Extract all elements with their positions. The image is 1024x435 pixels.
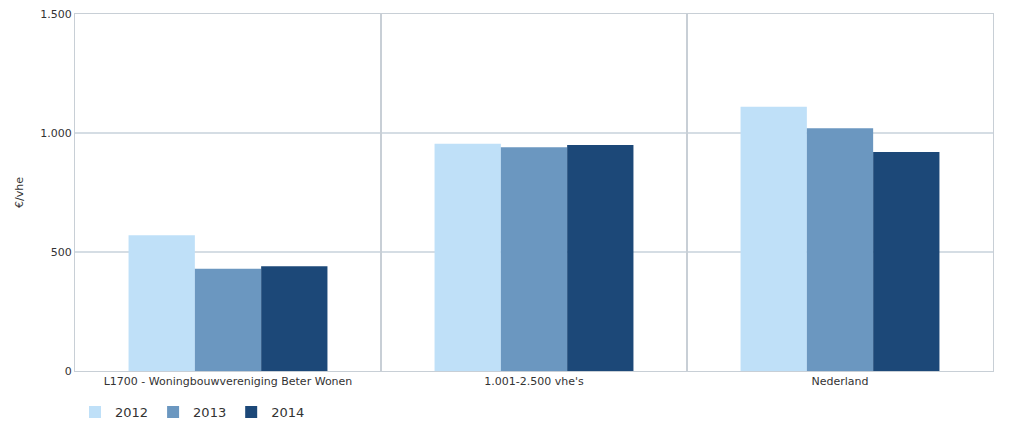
svg-text:1.001-2.500 vhe's: 1.001-2.500 vhe's — [484, 375, 584, 388]
svg-text:L1700 - Woningbouwvereniging B: L1700 - Woningbouwvereniging Beter Wonen — [104, 375, 353, 388]
svg-text:1.000: 1.000 — [40, 127, 72, 140]
svg-text:Nederland: Nederland — [811, 375, 868, 388]
svg-text:2014: 2014 — [271, 405, 304, 420]
svg-text:2012: 2012 — [115, 405, 148, 420]
svg-text:0: 0 — [65, 365, 72, 378]
svg-text:€/vhe: €/vhe — [13, 177, 26, 208]
svg-text:1.500: 1.500 — [40, 8, 72, 21]
svg-text:500: 500 — [51, 246, 72, 259]
svg-text:2013: 2013 — [193, 405, 226, 420]
